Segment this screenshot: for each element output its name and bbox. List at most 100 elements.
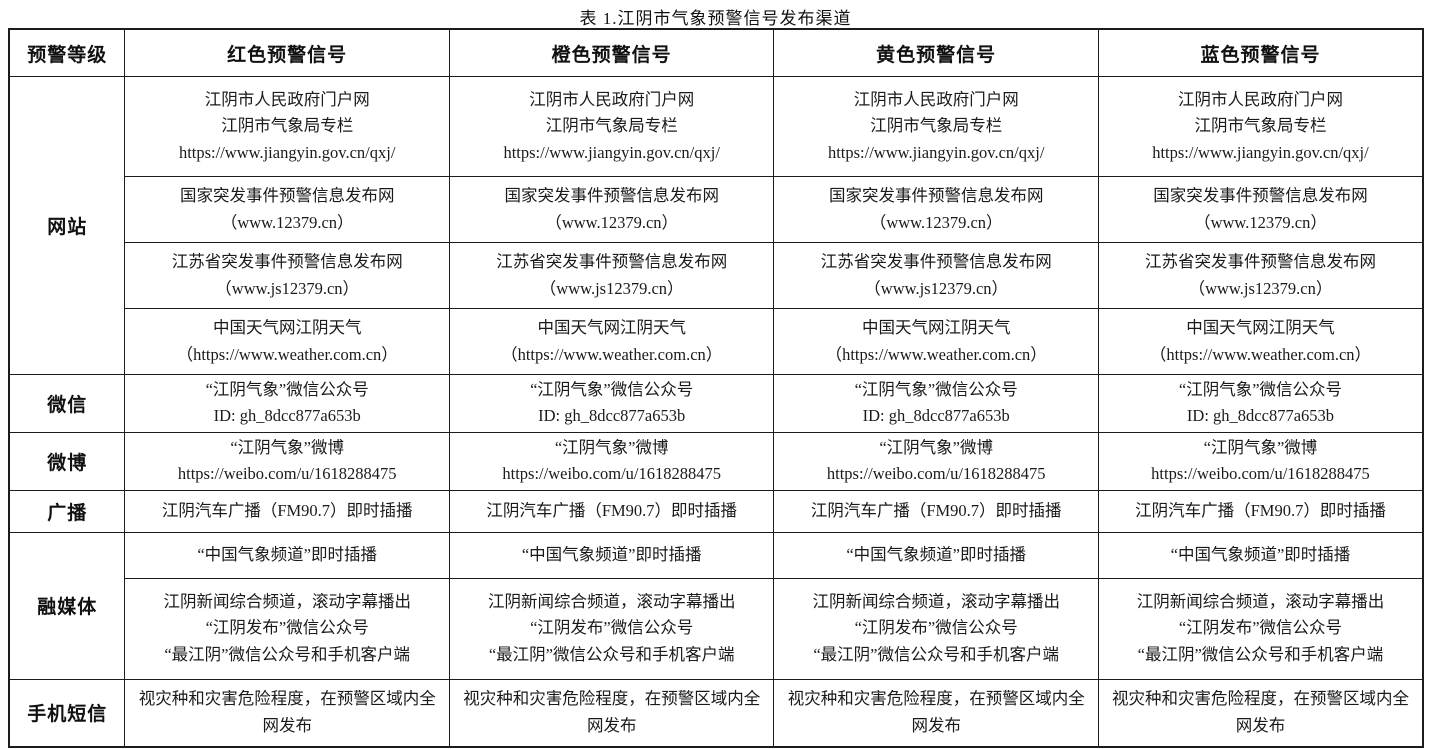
- table-row-radio-car-radio: 广播 江阴汽车广播（FM90.7）即时插播 江阴汽车广播（FM90.7）即时插播 江阴…: [8, 489, 1424, 533]
- channel-cell-wechat-account-orange: “江阴气象”微信公众号 ID: gh_8dcc877a653b: [448, 374, 775, 433]
- channel-cell-national-warning-site-red: 国家突发事件预警信息发布网 （www.12379.cn）: [124, 176, 450, 243]
- cell-line: 国家突发事件预警信息发布网: [179, 186, 395, 206]
- channel-cell-national-warning-site-yellow: 国家突发事件预警信息发布网 （www.12379.cn）: [773, 176, 1099, 243]
- cell-line: “中国气象频道”即时插播: [521, 544, 702, 564]
- cell-line: 视灾种和灾害危险程度，在预警区域内全网发布: [463, 689, 761, 735]
- cell-line: “江阴气象”微博: [554, 437, 669, 457]
- cell-line: （www.js12379.cn）: [215, 278, 360, 298]
- channel-cell-china-weather-site-blue: 中国天气网江阴天气 （https://www.weather.com.cn）: [1097, 308, 1424, 375]
- cell-line: https://www.jiangyin.gov.cn/qxj/: [827, 142, 1045, 162]
- cell-line: 江阴市人民政府门户网: [853, 89, 1019, 109]
- cell-line: 中国天气网江阴天气: [212, 318, 362, 338]
- cell-line: “江阴气象”微信公众号: [1178, 380, 1343, 399]
- cell-line: “江阴发布”微信公众号: [530, 618, 694, 638]
- cell-line: https://weibo.com/u/1618288475: [502, 464, 721, 484]
- channel-cell-sms-broadcast-yellow: 视灾种和灾害危险程度，在预警区域内全网发布: [773, 678, 1099, 748]
- cell-line: 江阴市气象局专栏: [545, 116, 678, 136]
- header-yellow-signal: 黄色预警信号: [773, 28, 1099, 77]
- cell-line: 江阴新闻综合频道，滚动字幕播出: [1136, 591, 1385, 611]
- level-label-radio: 广播: [8, 489, 126, 533]
- table-row-website-jiangsu-warning-site: 江苏省突发事件预警信息发布网 （www.js12379.cn） 江苏省突发事件预警信…: [9, 242, 1424, 309]
- channel-cell-jiangsu-warning-site-yellow: 江苏省突发事件预警信息发布网 （www.js12379.cn）: [773, 242, 1099, 309]
- channel-cell-gov-portal-yellow: 江阴市人民政府门户网 江阴市气象局专栏 https://www.jiangyin.g…: [773, 76, 1099, 177]
- cell-line: （https://www.weather.com.cn）: [501, 344, 723, 364]
- channel-cell-weibo-account-yellow: “江阴气象”微博 https://weibo.com/u/1618288475: [773, 431, 1099, 491]
- cell-line: “最江阴”微信公众号和手机客户端: [1137, 644, 1384, 664]
- cell-line: “江阴发布”微信公众号: [205, 618, 369, 638]
- cell-line: “江阴发布”微信公众号: [854, 618, 1018, 638]
- cell-line: “江阴气象”微信公众号: [854, 380, 1018, 399]
- cell-line: 江阴市气象局专栏: [870, 116, 1003, 136]
- channel-cell-local-media-orange: 江阴新闻综合频道，滚动字幕播出 “江阴发布”微信公众号 “最江阴”微信公众号和手机客…: [448, 577, 775, 680]
- cell-line: 江阴市气象局专栏: [1194, 116, 1327, 136]
- cell-line: https://weibo.com/u/1618288475: [826, 464, 1046, 484]
- header-orange-signal: 橙色预警信号: [448, 28, 775, 77]
- table-row-website-gov-portal: 网站 江阴市人民政府门户网 江阴市气象局专栏 https://www.jiangyin…: [8, 76, 1424, 375]
- channel-cell-car-radio-red: 江阴汽车广播（FM90.7）即时插播: [124, 489, 450, 533]
- channel-cell-weather-channel-orange: “中国气象频道”即时插播: [448, 531, 775, 579]
- cell-line: https://weibo.com/u/1618288475: [177, 464, 397, 484]
- channel-cell-weather-channel-red: “中国气象频道”即时插播: [124, 531, 450, 579]
- channel-cell-local-media-blue: 江阴新闻综合频道，滚动字幕播出 “江阴发布”微信公众号 “最江阴”微信公众号和手机客…: [1097, 577, 1424, 680]
- channel-cell-weather-channel-yellow: “中国气象频道”即时插播: [773, 531, 1099, 579]
- cell-line: （https://www.weather.com.cn）: [825, 344, 1047, 364]
- level-label-sms: 手机短信: [8, 678, 126, 748]
- header-blue-signal: 蓝色预警信号: [1097, 28, 1424, 77]
- level-label-converged-media: 融媒体: [8, 531, 126, 680]
- header-warning-level: 预警等级: [8, 28, 126, 77]
- cell-line: 江阴新闻综合频道，滚动字幕播出: [163, 591, 411, 611]
- table-row-weibo-weibo-account: 微博 “江阴气象”微博 https://weibo.com/u/1618288475…: [8, 431, 1424, 491]
- level-label-website: 网站: [8, 76, 126, 375]
- table-row-website-china-weather-site: 中国天气网江阴天气 （https://www.weather.com.cn） 中国天…: [9, 308, 1424, 375]
- cell-line: 江阴市人民政府门户网: [1177, 89, 1343, 109]
- cell-line: 国家突发事件预警信息发布网: [828, 186, 1044, 206]
- cell-line: 国家突发事件预警信息发布网: [504, 186, 719, 206]
- cell-line: 江阴汽车广播（FM90.7）即时插播: [161, 500, 413, 520]
- cell-line: 中国天气网江阴天气: [861, 318, 1011, 338]
- header-red-signal: 红色预警信号: [124, 28, 450, 77]
- channel-cell-wechat-account-red: “江阴气象”微信公众号 ID: gh_8dcc877a653b: [124, 374, 450, 433]
- cell-line: 江阴新闻综合频道，滚动字幕播出: [487, 591, 736, 611]
- channel-cell-car-radio-orange: 江阴汽车广播（FM90.7）即时插播: [448, 489, 775, 533]
- cell-line: 江苏省突发事件预警信息发布网: [171, 252, 403, 272]
- level-label-weibo: 微博: [8, 431, 126, 491]
- channel-cell-car-radio-blue: 江阴汽车广播（FM90.7）即时插播: [1097, 489, 1424, 533]
- cell-line: 江苏省突发事件预警信息发布网: [496, 252, 728, 272]
- cell-line: https://www.jiangyin.gov.cn/qxj/: [178, 142, 396, 162]
- channel-cell-sms-broadcast-orange: 视灾种和灾害危险程度，在预警区域内全网发布: [448, 678, 775, 748]
- table-row-website-national-warning-site: 国家突发事件预警信息发布网 （www.12379.cn） 国家突发事件预警信息发布网…: [9, 176, 1424, 243]
- cell-line: 视灾种和灾害危险程度，在预警区域内全网发布: [1111, 689, 1409, 735]
- cell-line: 中国天气网江阴天气: [537, 318, 686, 338]
- cell-line: 江阴汽车广播（FM90.7）即时插播: [486, 500, 738, 520]
- cell-line: https://www.jiangyin.gov.cn/qxj/: [503, 142, 720, 162]
- cell-line: （www.js12379.cn）: [864, 278, 1009, 298]
- channel-cell-wechat-account-yellow: “江阴气象”微信公众号 ID: gh_8dcc877a653b: [773, 374, 1099, 433]
- cell-line: 中国天气网江阴天气: [1186, 318, 1335, 338]
- cell-line: https://weibo.com/u/1618288475: [1151, 464, 1370, 484]
- channel-cell-china-weather-site-yellow: 中国天气网江阴天气 （https://www.weather.com.cn）: [773, 308, 1099, 375]
- cell-line: “江阴气象”微信公众号: [530, 380, 694, 399]
- channel-cell-wechat-account-blue: “江阴气象”微信公众号 ID: gh_8dcc877a653b: [1097, 374, 1424, 433]
- cell-line: “江阴气象”微博: [230, 437, 345, 457]
- cell-line: “最江阴”微信公众号和手机客户端: [813, 644, 1060, 664]
- cell-line: （https://www.weather.com.cn）: [176, 344, 398, 364]
- warning-channels-table: 预警等级 红色预警信号 橙色预警信号 黄色预警信号 蓝色预警信号 网站 江阴市人民…: [8, 28, 1424, 749]
- cell-line: “中国气象频道”即时插播: [197, 544, 378, 564]
- cell-line: 视灾种和灾害危险程度，在预警区域内全网发布: [138, 689, 436, 735]
- cell-line: 江阴汽车广播（FM90.7）即时插播: [1135, 500, 1386, 520]
- cell-line: （www.12379.cn）: [545, 212, 679, 232]
- channel-cell-local-media-yellow: 江阴新闻综合频道，滚动字幕播出 “江阴发布”微信公众号 “最江阴”微信公众号和手机客…: [773, 577, 1099, 680]
- cell-line: （www.js12379.cn）: [1188, 278, 1333, 298]
- table-title: 表 1.江阴市气象预警信号发布渠道: [579, 9, 852, 28]
- cell-line: “中国气象频道”即时插播: [846, 544, 1027, 564]
- table-body: 网站 江阴市人民政府门户网 江阴市气象局专栏 https://www.jiangyin…: [8, 76, 1424, 748]
- channel-cell-jiangsu-warning-site-red: 江苏省突发事件预警信息发布网 （www.js12379.cn）: [124, 242, 450, 309]
- level-label-wechat: 微信: [8, 374, 126, 433]
- cell-line: “江阴气象”微信公众号: [205, 380, 369, 399]
- cell-line: “最江阴”微信公众号和手机客户端: [488, 644, 735, 664]
- cell-line: “中国气象频道”即时插播: [1170, 544, 1351, 564]
- cell-line: “江阴发布”微信公众号: [1178, 618, 1343, 638]
- cell-line: （https://www.weather.com.cn）: [1149, 344, 1372, 364]
- channel-cell-sms-broadcast-blue: 视灾种和灾害危险程度，在预警区域内全网发布: [1097, 678, 1424, 748]
- cell-line: （www.12379.cn）: [869, 212, 1003, 232]
